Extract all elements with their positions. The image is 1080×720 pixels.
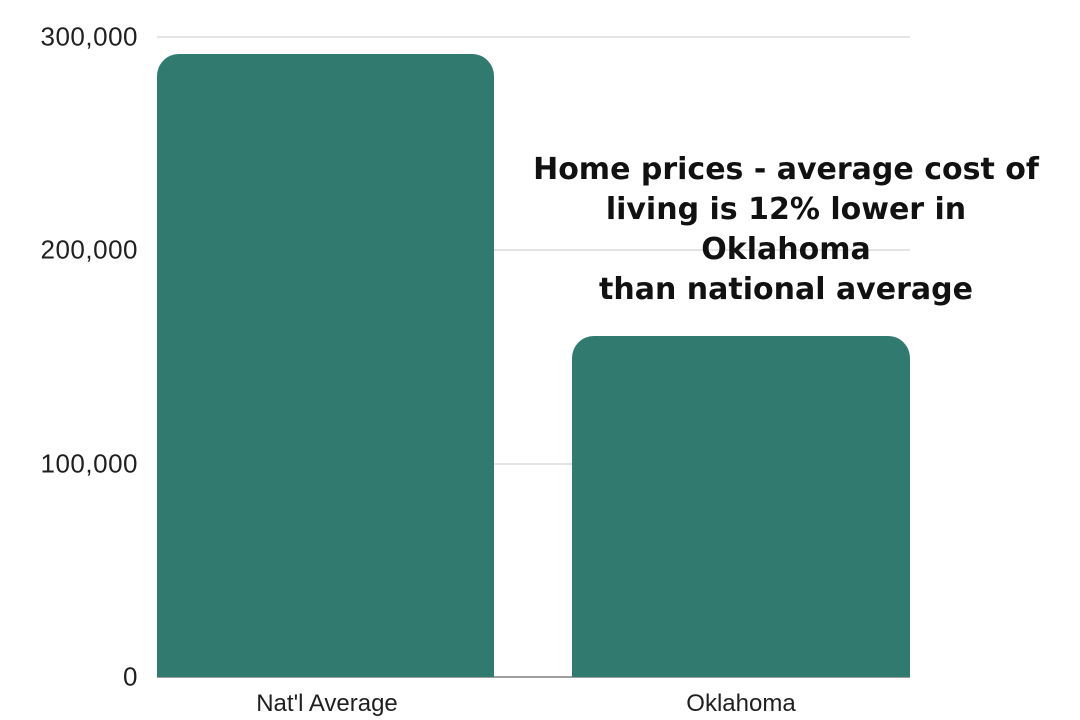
annotation-line-3: than national average [599,272,973,307]
plot-area [157,36,910,678]
y-tick-300000: 300,000 [40,21,138,52]
gridline-300000 [157,36,910,38]
x-label-oklahoma: Oklahoma [686,690,796,717]
annotation-line-2: living is 12% lower in Oklahoma [605,192,967,267]
gridline-200000 [157,249,910,251]
bar-oklahoma [572,336,910,677]
bar-natl-average [157,54,494,677]
x-label-natl-average: Nat'l Average [256,690,398,717]
annotation-line-1: Home prices - average cost of [533,152,1039,187]
x-axis-baseline [157,676,910,678]
y-tick-100000: 100,000 [40,448,138,479]
y-tick-0: 0 [123,661,138,692]
y-tick-200000: 200,000 [40,234,138,265]
gridline-100000 [157,463,910,465]
chart-annotation: Home prices - average cost of living is … [531,150,1041,310]
